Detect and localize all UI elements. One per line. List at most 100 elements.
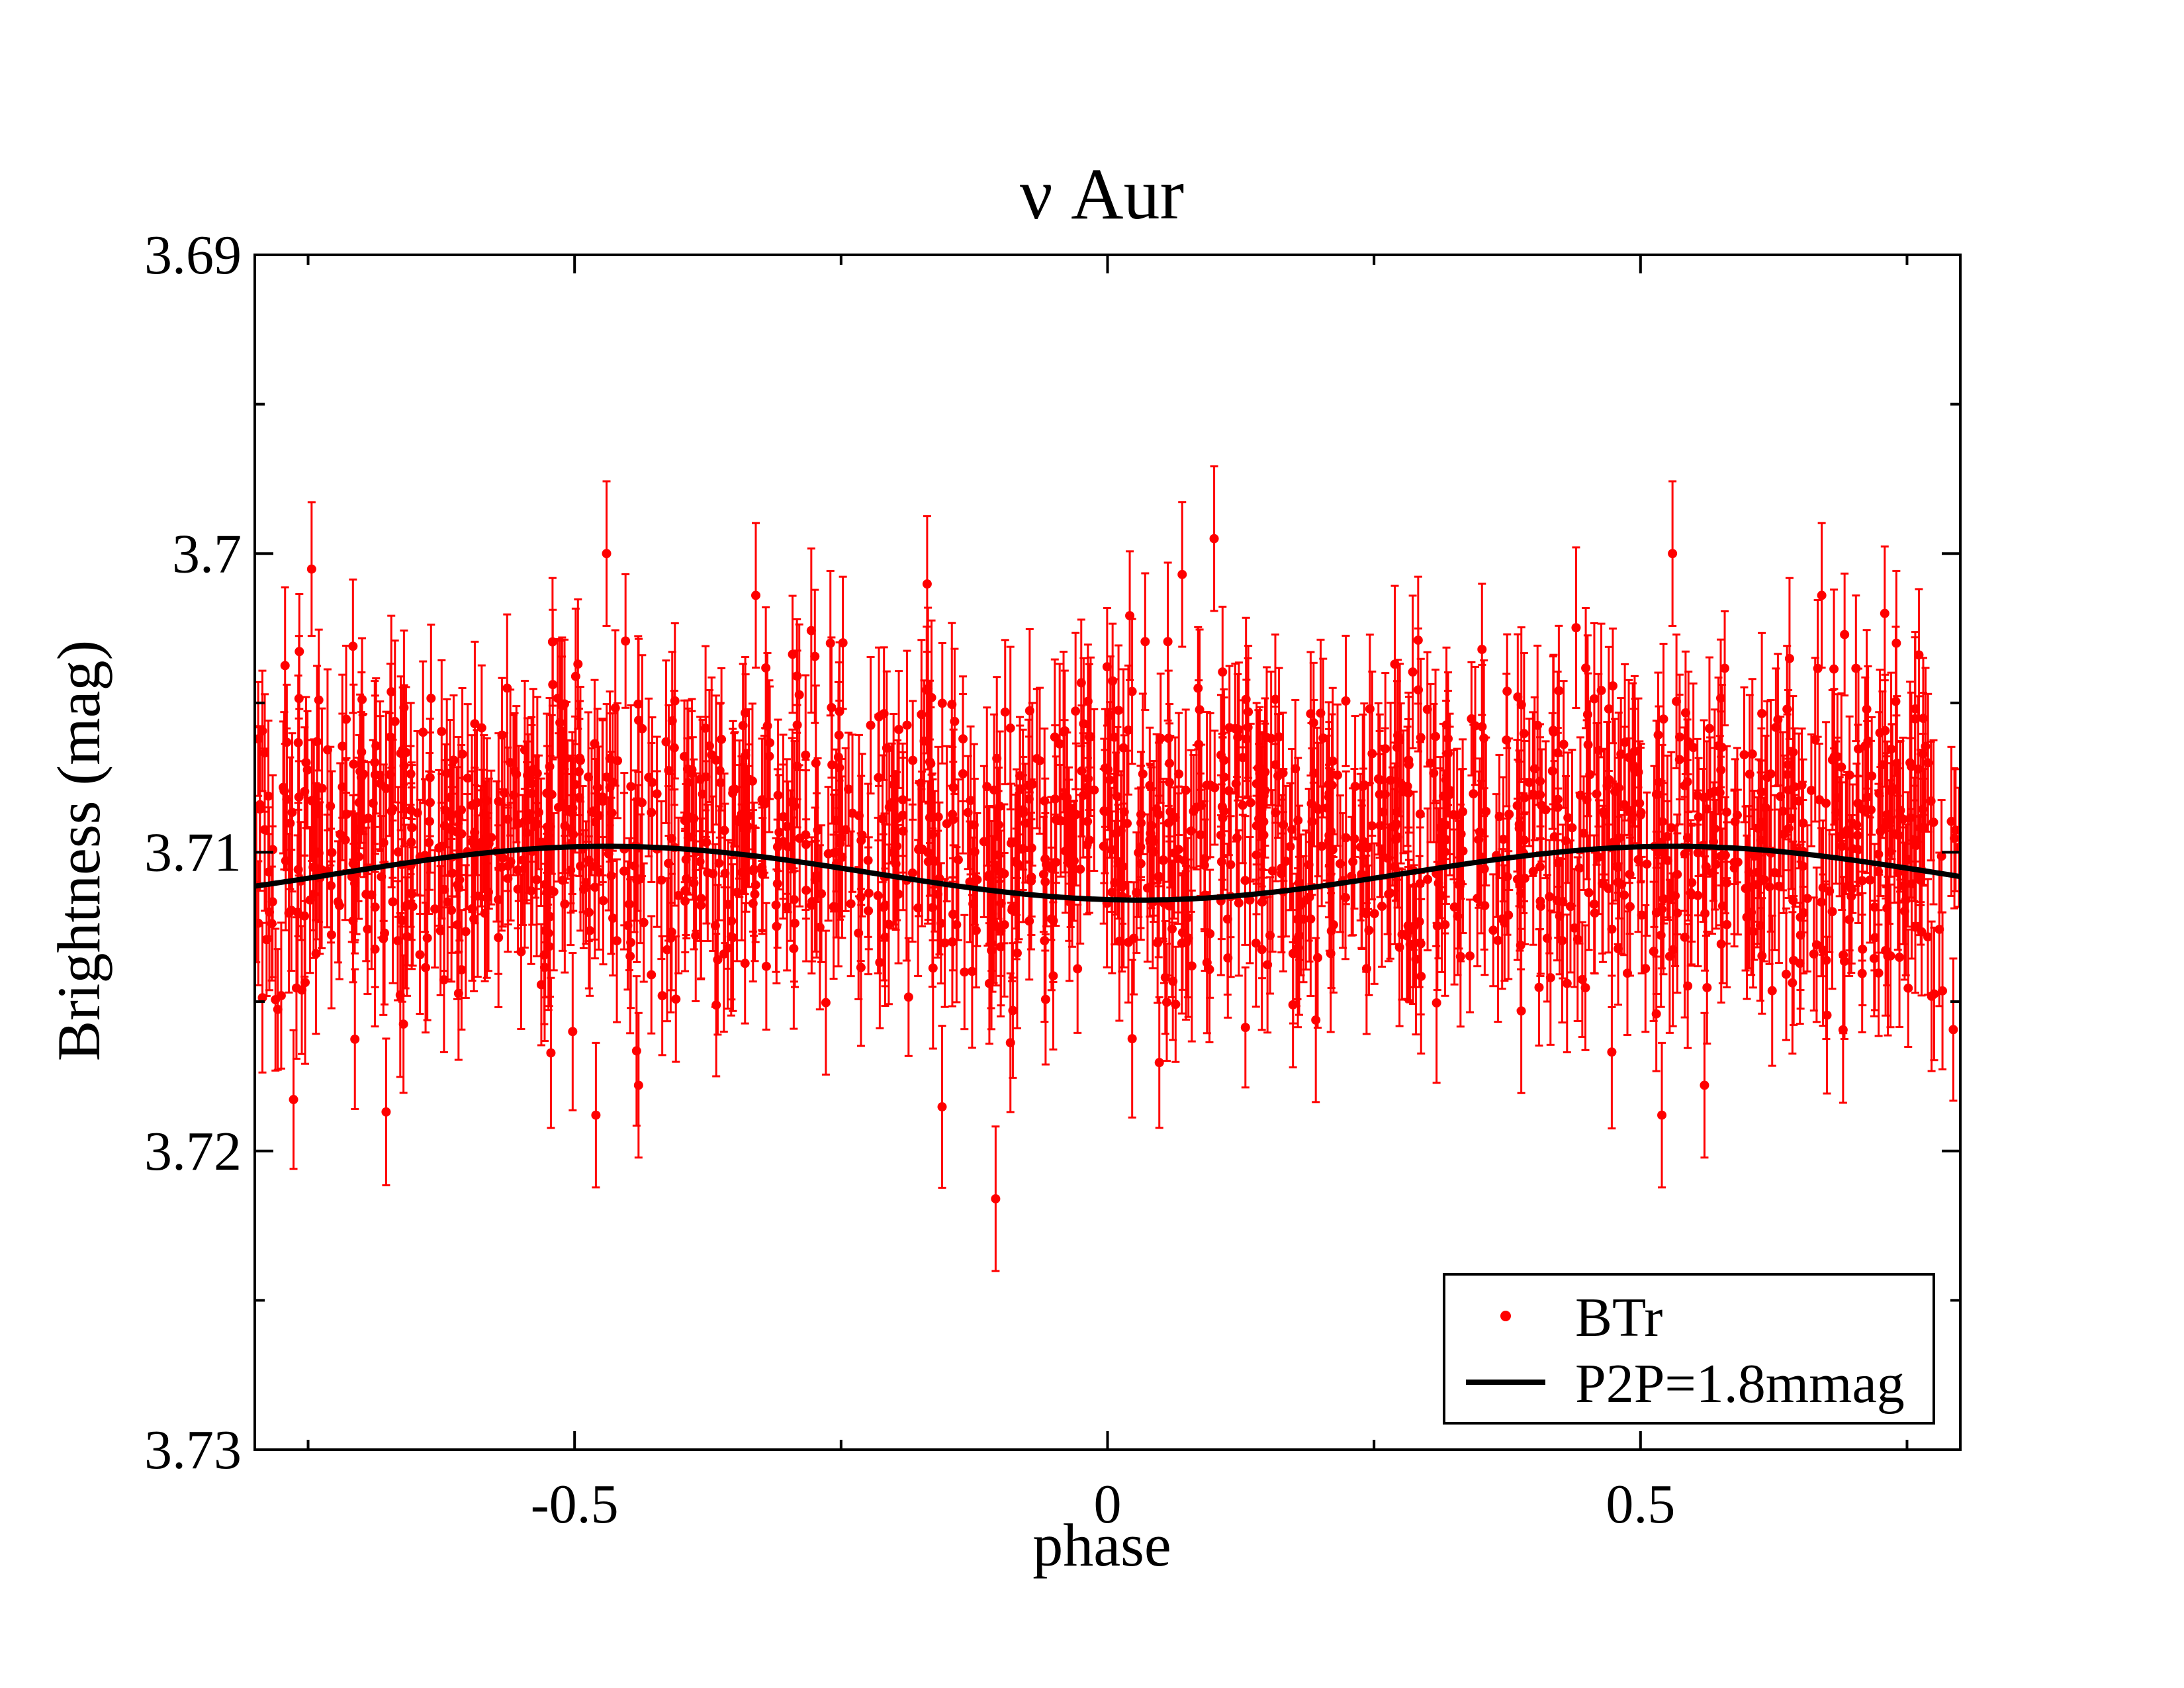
btr-point	[494, 933, 504, 943]
btr-point	[1589, 900, 1599, 910]
btr-point	[737, 809, 747, 819]
btr-point	[1629, 747, 1639, 757]
btr-point	[439, 821, 449, 831]
btr-point	[983, 872, 993, 882]
btr-point	[1318, 733, 1328, 743]
btr-point	[1818, 945, 1828, 955]
btr-point	[598, 792, 608, 802]
btr-point	[1240, 1023, 1250, 1033]
btr-point	[792, 720, 802, 730]
btr-point	[390, 716, 400, 726]
btr-point	[1195, 829, 1205, 839]
btr-point	[1614, 944, 1623, 954]
btr-point	[494, 895, 504, 905]
btr-point	[1766, 769, 1776, 779]
btr-point	[1005, 1038, 1015, 1048]
btr-point	[1475, 827, 1485, 837]
btr-point	[1048, 971, 1058, 981]
btr-point	[1122, 818, 1132, 828]
btr-point	[1528, 789, 1538, 799]
btr-point	[1788, 747, 1798, 757]
btr-point	[893, 889, 903, 899]
btr-point	[494, 796, 504, 806]
btr-point	[527, 788, 537, 798]
btr-point	[696, 894, 706, 904]
btr-point	[1234, 898, 1244, 908]
btr-point	[388, 897, 398, 907]
btr-point	[1891, 696, 1901, 706]
btr-point	[357, 747, 367, 757]
btr-point	[1123, 725, 1133, 735]
btr-point	[449, 755, 459, 765]
btr-point	[864, 906, 874, 915]
btr-point	[1857, 876, 1867, 886]
btr-point	[1367, 749, 1377, 759]
btr-point	[1391, 835, 1401, 845]
btr-point	[1656, 930, 1666, 940]
btr-point	[1055, 739, 1065, 749]
btr-point	[1796, 930, 1805, 940]
btr-point	[1246, 798, 1255, 808]
btr-point	[1193, 683, 1203, 693]
btr-point	[874, 773, 884, 782]
btr-point	[1892, 759, 1902, 769]
btr-point	[1051, 815, 1061, 825]
btr-point	[301, 757, 311, 767]
btr-point	[1477, 722, 1487, 731]
btr-point	[1109, 732, 1119, 742]
btr-point	[713, 955, 723, 964]
btr-point	[1488, 925, 1498, 935]
btr-point	[546, 1048, 556, 1058]
btr-point	[1361, 909, 1371, 919]
btr-point	[1563, 813, 1573, 823]
btr-point	[1458, 846, 1468, 856]
btr-point	[1739, 750, 1749, 760]
btr-point	[1760, 802, 1770, 812]
btr-point	[1865, 875, 1875, 885]
btr-point	[765, 738, 775, 748]
btr-point	[387, 687, 396, 697]
btr-point	[1432, 998, 1441, 1008]
btr-point	[1226, 860, 1236, 870]
btr-point	[1903, 983, 1913, 993]
btr-point	[1077, 766, 1087, 776]
btr-point	[728, 933, 738, 943]
btr-point	[1078, 790, 1088, 800]
btr-point	[1651, 789, 1661, 799]
btr-point	[1341, 833, 1351, 843]
btr-point	[1578, 828, 1588, 838]
btr-point	[1073, 964, 1083, 974]
btr-point	[917, 710, 927, 720]
btr-point	[626, 782, 636, 792]
btr-point	[813, 825, 823, 835]
btr-point	[1168, 976, 1178, 986]
btr-point	[684, 777, 694, 787]
btr-point	[1666, 823, 1676, 833]
btr-point	[484, 887, 494, 897]
btr-point	[1336, 859, 1345, 868]
btr-point	[1048, 915, 1058, 925]
btr-point	[723, 900, 733, 910]
btr-point	[989, 785, 999, 795]
btr-point	[1547, 766, 1557, 776]
btr-point	[996, 942, 1006, 952]
btr-point	[1125, 611, 1135, 621]
btr-point	[948, 782, 958, 792]
btr-point	[1361, 964, 1371, 974]
btr-point	[381, 784, 391, 794]
btr-point	[1607, 924, 1617, 934]
btr-point	[1127, 1034, 1137, 1044]
btr-point	[1494, 812, 1504, 821]
chart-title: ν Aur	[1020, 154, 1184, 234]
btr-point	[399, 702, 409, 712]
btr-point	[1519, 729, 1529, 739]
btr-point	[264, 867, 274, 877]
btr-point	[1867, 771, 1877, 781]
btr-point	[1216, 857, 1226, 867]
btr-point	[670, 696, 680, 706]
btr-point	[715, 778, 725, 788]
btr-point	[327, 847, 337, 857]
btr-point	[584, 855, 594, 865]
btr-point	[982, 782, 992, 792]
btr-point	[720, 868, 730, 878]
